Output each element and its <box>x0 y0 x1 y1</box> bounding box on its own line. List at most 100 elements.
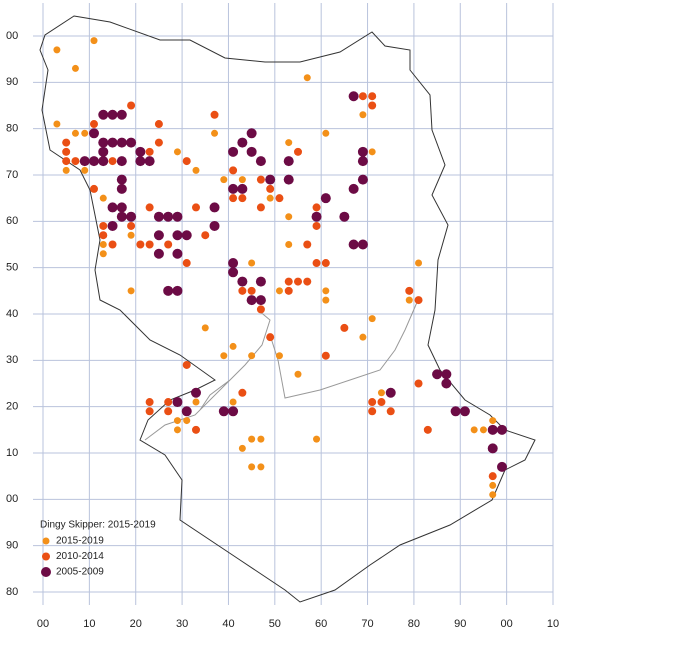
record-dot <box>256 175 265 184</box>
record-dot <box>173 148 181 156</box>
x-tick-label: 50 <box>269 618 281 630</box>
record-dot <box>257 463 265 471</box>
record-dot <box>172 285 183 296</box>
record-dot <box>218 406 229 417</box>
record-dot <box>265 174 276 185</box>
record-dot <box>368 148 376 156</box>
record-dot <box>164 398 173 407</box>
record-dot <box>211 129 219 137</box>
record-dot <box>136 240 145 249</box>
x-tick-label: 70 <box>361 618 373 630</box>
record-dot <box>368 398 377 407</box>
record-dot <box>172 248 183 259</box>
record-dot <box>108 240 117 249</box>
record-dot <box>99 194 107 202</box>
y-tick-label: 40 <box>6 308 18 320</box>
record-dot <box>98 156 109 167</box>
record-dot <box>303 277 312 286</box>
record-dot <box>126 211 137 222</box>
record-dot <box>127 221 136 230</box>
record-dot <box>229 194 238 203</box>
record-dot <box>275 194 284 203</box>
record-dot <box>283 156 294 167</box>
record-dot <box>153 211 164 222</box>
record-dot <box>368 407 377 416</box>
legend-marker <box>42 552 50 561</box>
record-dot <box>163 285 174 296</box>
legend-marker <box>42 537 50 545</box>
record-dot <box>62 166 70 174</box>
record-dot <box>285 213 293 221</box>
record-dot <box>266 333 275 342</box>
legend-label: 2015-2019 <box>56 536 104 547</box>
record-dot <box>90 37 98 45</box>
y-tick-label: 80 <box>6 586 18 598</box>
record-dot <box>414 296 423 305</box>
x-tick-label: 20 <box>130 618 142 630</box>
record-dot <box>228 258 239 269</box>
record-dot <box>248 435 256 443</box>
record-dot <box>257 435 265 443</box>
record-dot <box>228 267 239 278</box>
record-dot <box>98 137 109 148</box>
district-boundary <box>144 299 419 441</box>
record-dot <box>441 378 452 389</box>
record-dot <box>62 138 71 147</box>
record-dot <box>248 463 256 471</box>
record-dot <box>201 231 210 240</box>
record-dot <box>321 259 330 268</box>
record-dot <box>294 370 302 378</box>
record-dot <box>201 324 209 332</box>
record-dot <box>348 183 359 194</box>
record-dot <box>153 230 164 241</box>
record-dot <box>275 287 283 295</box>
record-dot <box>172 230 183 241</box>
record-dot <box>107 220 118 231</box>
y-tick-label: 90 <box>6 540 18 552</box>
record-dot <box>405 296 413 304</box>
record-dot <box>284 277 293 286</box>
x-tick-label: 10 <box>547 618 559 630</box>
record-dot <box>144 156 155 167</box>
record-dot <box>53 120 61 128</box>
record-dot <box>116 202 127 213</box>
record-dot <box>81 166 89 174</box>
record-dot <box>79 156 90 167</box>
record-dot <box>285 139 293 147</box>
record-dot <box>182 259 191 268</box>
record-dot <box>256 203 265 212</box>
record-dot <box>415 259 423 267</box>
record-dot <box>62 157 71 166</box>
record-dot <box>220 352 228 360</box>
record-dot <box>470 426 478 434</box>
record-dot <box>238 388 247 397</box>
record-dot <box>283 174 294 185</box>
record-dot <box>116 183 127 194</box>
record-dot <box>479 426 487 434</box>
record-dot <box>71 157 80 166</box>
record-dot <box>192 425 200 434</box>
x-tick-label: 00 <box>501 618 513 630</box>
record-dot <box>238 176 246 184</box>
x-tick-label: 00 <box>37 618 49 630</box>
record-dot <box>368 315 376 323</box>
legend-title: Dingy Skipper: 2015-2019 <box>40 520 156 531</box>
record-dot <box>145 407 154 416</box>
x-tick-label: 80 <box>408 618 420 630</box>
record-dot <box>311 211 322 222</box>
record-dot <box>135 156 146 167</box>
record-dot <box>116 174 127 185</box>
record-dot <box>357 146 368 157</box>
record-dot <box>294 147 302 156</box>
record-dot <box>145 398 154 407</box>
record-dot <box>489 481 497 489</box>
record-dot <box>255 276 266 287</box>
y-tick-label: 60 <box>6 215 18 227</box>
record-dot <box>99 250 107 258</box>
record-dot <box>377 398 386 407</box>
record-dot <box>248 259 256 267</box>
record-dot <box>126 137 137 148</box>
record-dot <box>145 147 154 156</box>
record-dot <box>275 352 283 360</box>
